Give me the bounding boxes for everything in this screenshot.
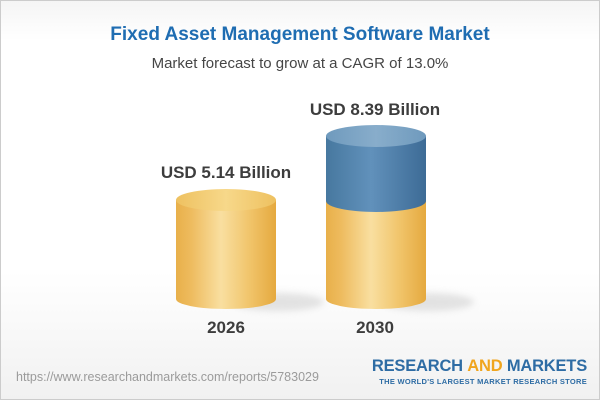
bar-2026-cylinder (176, 189, 276, 309)
report-url: https://www.researchandmarkets.com/repor… (16, 370, 319, 384)
bar-2030-value-label: USD 8.39 Billion (309, 100, 441, 119)
bar-2030-category-label: 2030 (356, 318, 394, 337)
logo-word-research: RESEARCH (371, 357, 463, 375)
logo-wordmark: RESEARCH AND MARKETS (372, 357, 587, 376)
bar-2030-gold-segment (326, 197, 426, 309)
page-title: Fixed Asset Management Software Market (110, 24, 490, 45)
bar-2026-value-label: USD 5.14 Billion (160, 163, 292, 182)
bar-2026-category-label: 2026 (207, 318, 245, 337)
logo-word-markets: MARKETS (506, 357, 587, 375)
chart-subtitle: Market forecast to grow at a CAGR of 13.… (151, 55, 449, 72)
research-and-markets-logo: RESEARCH AND MARKETS THE WORLD'S LARGEST… (372, 357, 587, 386)
logo-tagline: THE WORLD'S LARGEST MARKET RESEARCH STOR… (379, 377, 587, 386)
logo-word-and: AND (467, 357, 503, 375)
bar-2030-blue-segment (326, 136, 426, 212)
bar-2030-cylinder (326, 125, 426, 309)
